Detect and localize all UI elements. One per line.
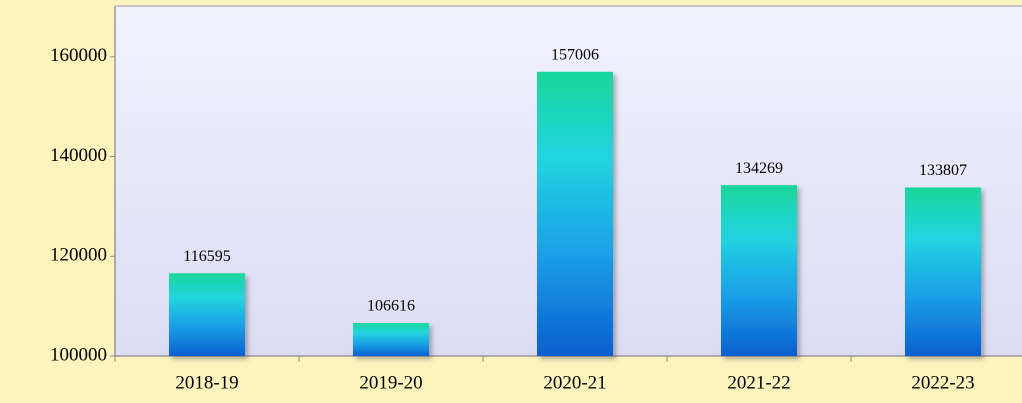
value-label: 116595 xyxy=(183,248,230,265)
x-tick-label: 2019-20 xyxy=(359,372,422,393)
x-tick-label: 2020-21 xyxy=(543,372,606,393)
value-label: 106616 xyxy=(367,298,415,315)
value-label: 157006 xyxy=(551,46,599,63)
bar xyxy=(169,273,245,356)
y-tick-label: 100000 xyxy=(50,344,107,365)
x-tick-label: 2018-19 xyxy=(175,372,238,393)
y-tick-label: 140000 xyxy=(50,145,107,166)
x-tick-label: 2021-22 xyxy=(727,372,790,393)
bar xyxy=(537,71,613,357)
value-label: 134269 xyxy=(735,160,783,177)
bar xyxy=(905,187,981,356)
y-tick-label: 160000 xyxy=(50,45,107,66)
bar xyxy=(353,323,429,356)
x-tick-label: 2022-23 xyxy=(911,372,974,393)
value-label: 133807 xyxy=(919,162,967,179)
bar xyxy=(721,185,797,356)
y-tick-label: 120000 xyxy=(50,245,107,266)
